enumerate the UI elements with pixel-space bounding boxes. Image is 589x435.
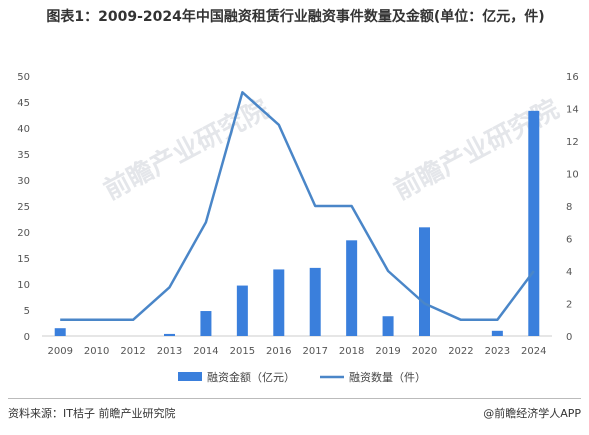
legend-line-label: 融资数量（件） xyxy=(349,371,426,384)
bar xyxy=(382,316,394,336)
y-left-tick-label: 45 xyxy=(17,98,30,109)
y-left-tick-label: 35 xyxy=(17,150,30,161)
bar xyxy=(164,333,175,336)
chart-title: 图表1：2009-2024年中国融资租赁行业融资事件数量及金额(单位：亿元，件) xyxy=(46,9,545,25)
x-tick-label: 2009 xyxy=(47,346,72,357)
bar xyxy=(346,240,358,336)
y-left-tick-label: 0 xyxy=(24,332,30,343)
axes: 0 5 10 15 20 25 30 35 40 45 50 0 2 4 6 8 10 12 14 16 2009 201… xyxy=(17,72,578,357)
bar xyxy=(273,269,285,336)
x-tick-label: 2014 xyxy=(193,346,218,357)
y-right-tick-label: 12 xyxy=(566,137,579,148)
x-tick-label: 2015 xyxy=(230,346,255,357)
x-tick-label: 2023 xyxy=(485,346,510,357)
bar-series xyxy=(54,110,540,336)
bar xyxy=(528,110,540,336)
y-right-tick-label: 8 xyxy=(566,202,572,213)
bar xyxy=(491,330,503,336)
y-left-tick-label: 20 xyxy=(17,228,30,239)
y-right-tick-label: 4 xyxy=(566,267,572,278)
y-left-tick-label: 40 xyxy=(17,124,30,135)
y-left-tick-label: 30 xyxy=(17,176,30,187)
footer-divider xyxy=(8,398,581,399)
bar xyxy=(309,267,321,336)
x-tick-label: 2020 xyxy=(412,346,437,357)
line-series xyxy=(60,91,535,322)
x-tick-label: 2018 xyxy=(339,346,364,357)
y-left-tick-label: 15 xyxy=(17,254,30,265)
y-left-tick-label: 25 xyxy=(17,202,30,213)
combo-chart: 前瞻产业研究院 前瞻产业研究院 0 5 10 15 20 25 30 35 40 45 50 0 2 4 6… xyxy=(17,72,578,384)
x-tick-label: 2017 xyxy=(302,346,327,357)
x-tick-label: 2010 xyxy=(84,346,109,357)
legend-bar-label: 融资金额（亿元） xyxy=(207,370,295,384)
bar xyxy=(54,328,66,336)
x-tick-label: 2024 xyxy=(521,346,546,357)
y-right-tick-label: 16 xyxy=(566,72,579,83)
x-tick-label: 2013 xyxy=(157,346,182,357)
line-path xyxy=(60,91,535,322)
legend: 融资金额（亿元） 融资数量（件） xyxy=(178,370,426,384)
bar xyxy=(419,227,430,336)
x-tick-label: 2019 xyxy=(375,346,400,357)
x-tick-label: 2016 xyxy=(266,346,291,357)
y-right-tick-label: 6 xyxy=(566,235,572,246)
watermark-layer: 前瞻产业研究院 前瞻产业研究院 xyxy=(99,93,564,206)
credit-note: @前瞻经济学人APP xyxy=(483,407,581,420)
legend-bar-swatch xyxy=(178,372,202,381)
y-right-tick-label: 2 xyxy=(566,300,572,311)
y-right-tick-label: 14 xyxy=(566,105,579,116)
x-tick-label: 2012 xyxy=(120,346,145,357)
y-left-tick-label: 5 xyxy=(24,306,30,317)
watermark-left: 前瞻产业研究院 xyxy=(99,93,274,206)
x-tick-label: 2022 xyxy=(448,346,473,357)
y-left-tick-label: 10 xyxy=(17,280,30,291)
y-left-tick-label: 50 xyxy=(17,72,30,83)
bar xyxy=(200,311,212,336)
y-right-tick-label: 0 xyxy=(566,332,572,343)
y-right-tick-label: 10 xyxy=(566,170,579,181)
source-note: 资料来源：IT桔子 前瞻产业研究院 xyxy=(8,407,176,420)
bar xyxy=(236,285,248,336)
